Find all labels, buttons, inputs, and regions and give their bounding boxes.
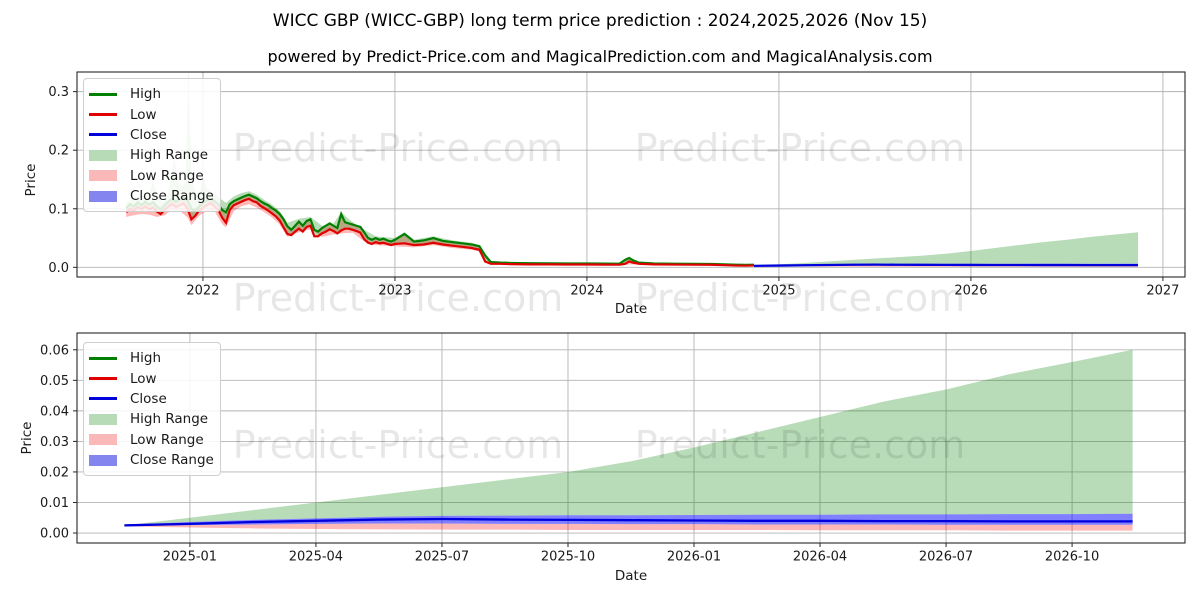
legend-label: Close Range bbox=[130, 452, 214, 469]
top-chart-ylabel: Price bbox=[23, 163, 39, 197]
legend-item-close-range: Close Range bbox=[89, 450, 214, 470]
bottom-chart-ylabel: Price bbox=[19, 421, 35, 455]
legend-patch-swatch bbox=[89, 413, 117, 425]
svg-text:0.3: 0.3 bbox=[48, 85, 69, 100]
top-chart-xlabel: Date bbox=[614, 301, 648, 317]
legend-item-high: High bbox=[89, 84, 211, 104]
svg-text:0.0: 0.0 bbox=[48, 261, 69, 276]
svg-text:0.06: 0.06 bbox=[40, 343, 69, 358]
legend-label: High Range bbox=[130, 411, 209, 428]
svg-text:2026-04: 2026-04 bbox=[793, 550, 847, 565]
figure-subtitle: powered by Predict-Price.com and Magical… bbox=[267, 47, 933, 66]
plot-border bbox=[76, 71, 1186, 278]
legend-line-swatch bbox=[89, 113, 117, 117]
legend-label: High bbox=[130, 350, 162, 367]
forecast-high-range-area bbox=[124, 349, 1133, 526]
tick-labels: 2025-01 2025-04 2025-07 2025-10 2026-01 2026-… bbox=[40, 343, 1099, 564]
svg-text:2025-04: 2025-04 bbox=[289, 550, 343, 565]
svg-text:2026-10: 2026-10 bbox=[1045, 550, 1099, 565]
legend-item-low: Low bbox=[89, 368, 211, 388]
legend-patch-swatch bbox=[89, 170, 117, 182]
legend-item-low: Low bbox=[89, 104, 211, 124]
legend-label: Low Range bbox=[130, 167, 204, 184]
legend-item-low-range: Low Range bbox=[89, 430, 211, 450]
legend-label: Close bbox=[130, 126, 167, 143]
svg-text:2026-07: 2026-07 bbox=[919, 550, 973, 565]
svg-text:0.05: 0.05 bbox=[40, 374, 69, 389]
svg-text:2023: 2023 bbox=[378, 284, 411, 299]
forecast-low-range-area bbox=[124, 523, 1133, 531]
legend-item-high-range: High Range bbox=[89, 409, 211, 429]
svg-text:0.00: 0.00 bbox=[40, 527, 69, 542]
svg-text:0.02: 0.02 bbox=[40, 465, 69, 480]
svg-text:2027: 2027 bbox=[1146, 284, 1179, 299]
grid bbox=[77, 333, 1185, 543]
figure-title: WICC GBP (WICC-GBP) long term price pred… bbox=[272, 11, 928, 31]
top-chart: 2022 2023 2024 2025 2026 2027 0.0 0.1 0.2 0.3 bbox=[48, 71, 1186, 299]
legend-patch-swatch bbox=[89, 454, 117, 466]
bottom-chart-legend: High Low Close High Range Low Range Close Ran… bbox=[83, 342, 221, 477]
svg-text:0.04: 0.04 bbox=[40, 404, 69, 419]
legend-label: Close Range bbox=[130, 188, 214, 205]
legend-line-swatch bbox=[89, 356, 117, 360]
top-chart-legend: High Low Close High Range Low Range Close Ran… bbox=[83, 78, 221, 213]
svg-text:2025: 2025 bbox=[762, 284, 795, 299]
svg-text:2024: 2024 bbox=[570, 284, 603, 299]
plot-border bbox=[76, 332, 1186, 544]
bottom-chart-xlabel: Date bbox=[614, 568, 648, 584]
legend-label: Low bbox=[130, 370, 157, 387]
svg-text:2026: 2026 bbox=[954, 284, 987, 299]
close-line bbox=[753, 263, 1138, 268]
legend-item-close: Close bbox=[89, 125, 211, 145]
legend-line-swatch bbox=[89, 377, 117, 381]
svg-text:2025-01: 2025-01 bbox=[163, 550, 217, 565]
legend-line-swatch bbox=[89, 397, 117, 401]
legend-patch-swatch bbox=[89, 190, 117, 202]
svg-text:0.1: 0.1 bbox=[48, 202, 69, 217]
svg-text:2026-01: 2026-01 bbox=[667, 550, 721, 565]
legend-label: High Range bbox=[130, 147, 209, 164]
bottom-chart: 2025-01 2025-04 2025-07 2025-10 2026-01 2026-… bbox=[40, 332, 1186, 565]
legend-line-swatch bbox=[89, 92, 117, 96]
legend-item-low-range: Low Range bbox=[89, 166, 211, 186]
svg-text:0.03: 0.03 bbox=[40, 435, 69, 450]
legend-label: High bbox=[130, 86, 162, 103]
svg-text:2025-10: 2025-10 bbox=[541, 550, 595, 565]
legend-item-close: Close bbox=[89, 389, 211, 409]
legend-item-high: High bbox=[89, 348, 211, 368]
tick-labels: 2022 2023 2024 2025 2026 2027 0.0 0.1 0.2 0.3 bbox=[48, 85, 1179, 298]
svg-text:2022: 2022 bbox=[186, 284, 219, 299]
legend-label: Low bbox=[130, 106, 157, 123]
legend-item-high-range: High Range bbox=[89, 145, 211, 165]
legend-patch-swatch bbox=[89, 149, 117, 161]
close-line bbox=[124, 517, 1133, 527]
legend-label: Close bbox=[130, 390, 167, 407]
low-line bbox=[125, 197, 755, 267]
svg-text:0.01: 0.01 bbox=[40, 496, 69, 511]
svg-text:2025-07: 2025-07 bbox=[415, 550, 469, 565]
legend-item-close-range: Close Range bbox=[89, 186, 214, 206]
legend-label: Low Range bbox=[130, 431, 204, 448]
forecast-high-range-area bbox=[754, 232, 1138, 266]
legend-patch-swatch bbox=[89, 434, 117, 446]
svg-text:0.2: 0.2 bbox=[48, 144, 69, 159]
legend-line-swatch bbox=[89, 133, 117, 137]
